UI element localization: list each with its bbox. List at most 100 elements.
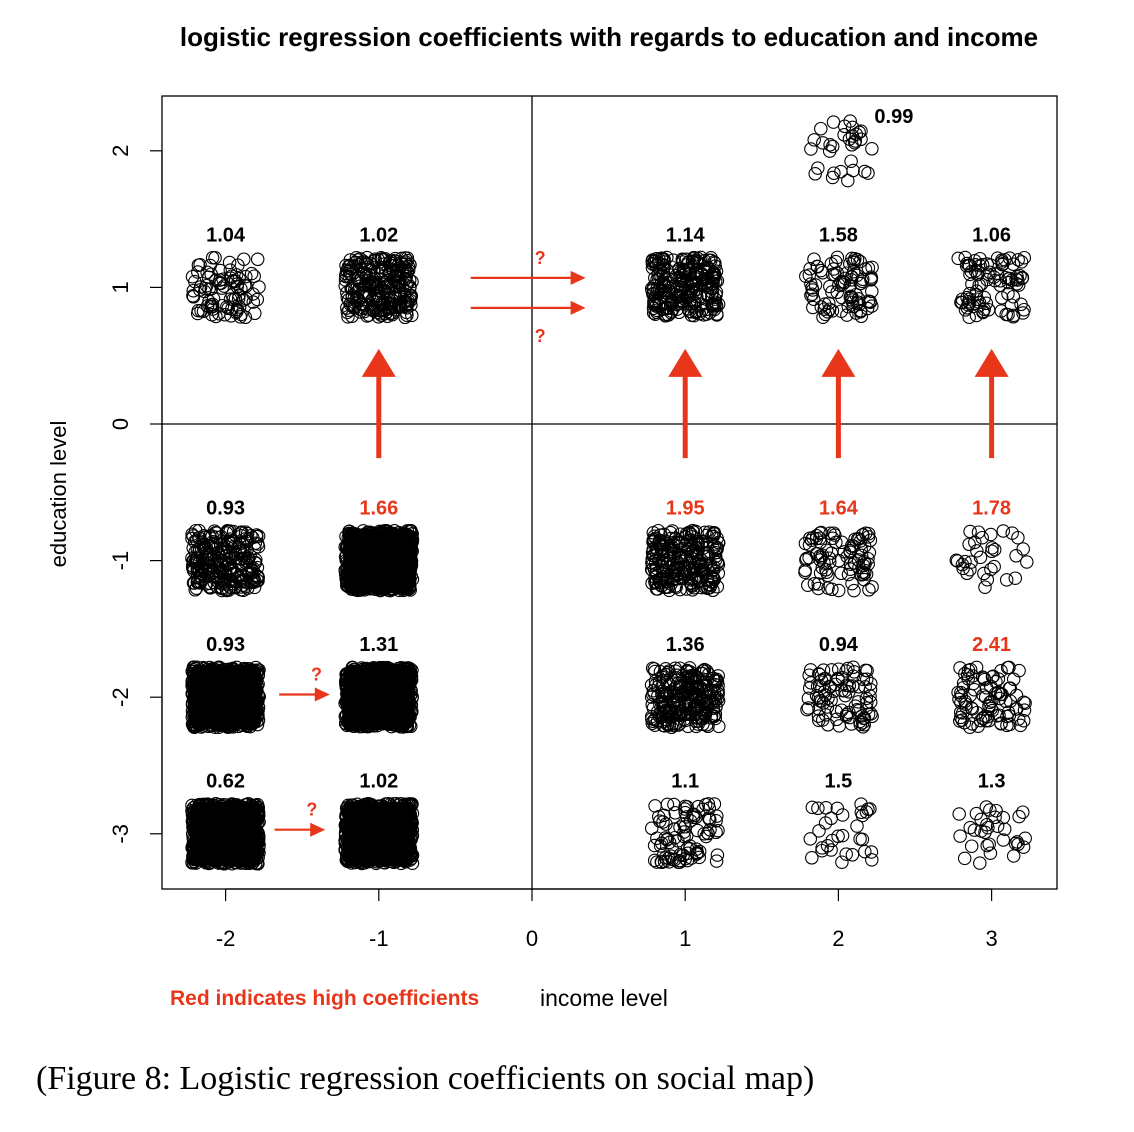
data-point	[189, 581, 204, 595]
data-point	[861, 557, 875, 571]
cluster-12	[185, 660, 266, 734]
data-point	[340, 305, 355, 320]
data-point	[965, 717, 979, 731]
scatter-plot: logistic regression coefficients with re…	[46, 22, 1058, 1011]
data-point	[848, 252, 862, 266]
data-point	[806, 300, 820, 315]
data-point	[1016, 306, 1030, 320]
data-point	[973, 713, 988, 728]
data-point	[202, 547, 217, 562]
data-point	[844, 538, 859, 553]
data-point	[960, 668, 975, 682]
data-point	[399, 305, 414, 320]
data-point	[961, 672, 975, 686]
data-point	[805, 287, 819, 301]
data-point	[984, 562, 998, 577]
data-point	[969, 308, 984, 323]
data-point	[688, 560, 703, 575]
data-point	[662, 552, 677, 566]
data-point	[973, 550, 988, 565]
data-point	[853, 305, 868, 319]
data-point	[186, 290, 201, 304]
data-point	[970, 544, 984, 558]
data-point	[980, 572, 995, 587]
data-point	[995, 253, 1009, 267]
data-point	[1017, 250, 1032, 265]
data-point	[846, 299, 860, 314]
data-point	[865, 709, 879, 724]
data-point	[847, 665, 862, 679]
data-point	[1013, 718, 1028, 733]
data-point	[707, 302, 722, 317]
data-point	[841, 567, 856, 582]
data-point	[679, 699, 694, 713]
data-point	[822, 302, 837, 316]
data-point	[821, 305, 835, 319]
data-point	[682, 661, 697, 675]
data-point	[967, 682, 982, 697]
data-point	[820, 700, 835, 714]
data-point	[646, 548, 660, 563]
data-point	[340, 264, 354, 278]
data-point	[803, 262, 817, 276]
data-point	[803, 663, 818, 677]
data-point	[698, 707, 713, 722]
data-point	[683, 533, 698, 547]
data-point	[799, 269, 813, 283]
data-point	[853, 276, 868, 291]
data-point	[212, 306, 226, 321]
data-point	[958, 554, 972, 569]
data-point	[655, 283, 669, 297]
data-point	[847, 556, 861, 570]
data-point	[823, 526, 837, 541]
data-point	[821, 581, 835, 595]
data-point	[824, 546, 839, 560]
data-point	[221, 553, 236, 567]
data-point	[391, 275, 406, 289]
data-point	[811, 161, 825, 175]
data-point	[208, 251, 222, 265]
data-point	[398, 251, 412, 265]
data-point	[646, 534, 660, 548]
data-point	[237, 252, 251, 266]
data-point	[838, 271, 853, 286]
data-point	[230, 304, 244, 318]
data-point	[1000, 718, 1014, 733]
data-point	[655, 572, 669, 587]
data-point	[841, 299, 856, 314]
data-point	[847, 583, 861, 598]
data-point	[387, 258, 401, 273]
data-point	[687, 580, 701, 595]
data-point	[853, 534, 868, 548]
data-point	[987, 559, 1001, 574]
data-point	[659, 580, 674, 594]
data-point	[193, 258, 207, 272]
data-point	[654, 579, 669, 593]
data-point	[972, 278, 986, 292]
data-point	[831, 662, 846, 676]
data-point	[813, 566, 828, 580]
data-point	[985, 670, 1000, 684]
data-point	[702, 253, 716, 267]
data-point	[834, 164, 848, 179]
data-point	[684, 688, 699, 702]
data-point	[842, 685, 856, 699]
data-point	[711, 687, 725, 701]
data-point	[854, 124, 868, 138]
data-point	[956, 680, 971, 695]
data-point	[1011, 278, 1026, 292]
data-point	[398, 295, 412, 309]
data-point	[816, 310, 830, 324]
saturated-cluster-fill	[343, 528, 415, 593]
data-point	[191, 265, 205, 279]
data-point	[684, 678, 698, 692]
data-point	[970, 267, 985, 282]
data-point	[657, 279, 672, 294]
data-point	[681, 719, 695, 734]
data-point	[692, 691, 707, 706]
data-point	[353, 252, 367, 266]
data-point	[189, 556, 203, 570]
data-point	[1016, 542, 1030, 556]
data-point	[834, 566, 848, 581]
data-point	[825, 304, 840, 318]
